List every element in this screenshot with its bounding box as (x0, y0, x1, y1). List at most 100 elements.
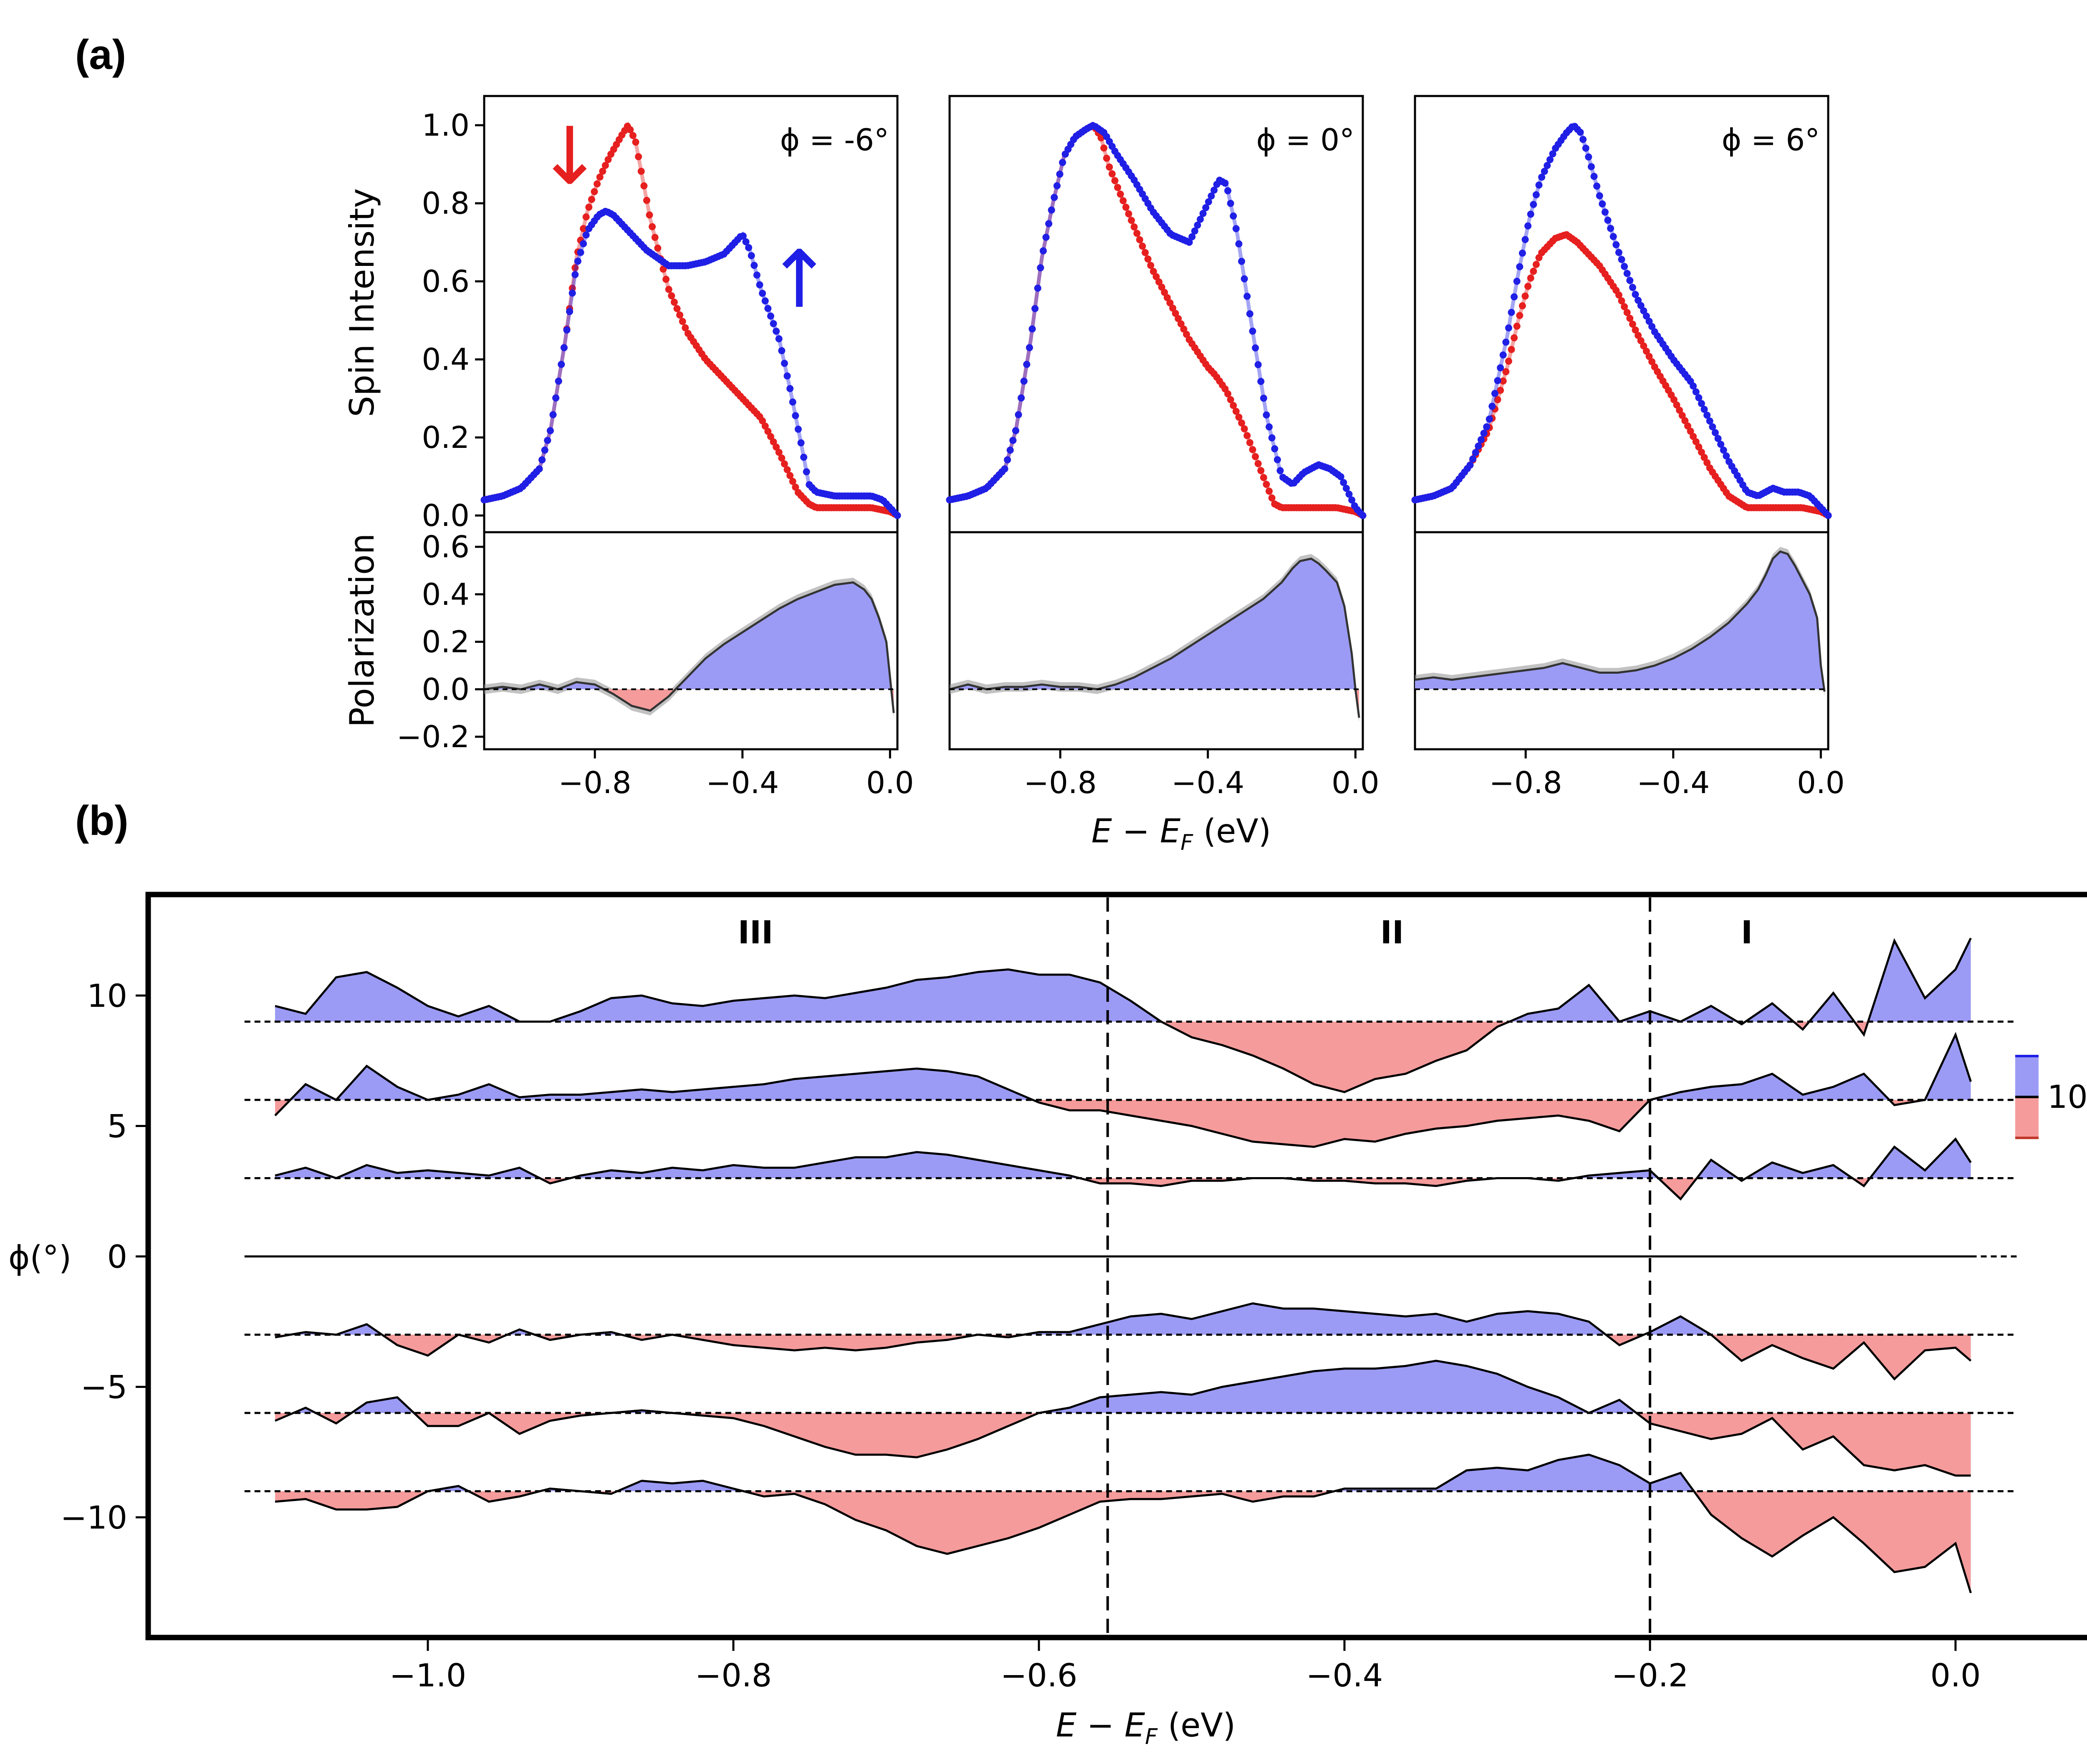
data-point (1037, 264, 1044, 271)
data-point (775, 335, 783, 343)
xlabel-main: E − E (1092, 813, 1181, 850)
data-point (739, 232, 747, 240)
data-point (1158, 283, 1165, 291)
data-point (1486, 415, 1493, 423)
data-point (789, 398, 796, 406)
panel-b-axes: −1.0 −0.8 −0.6 −0.4 −0.2 0.0 10 5 0 −5 −10 (61, 977, 1981, 1694)
data-point (1243, 432, 1251, 440)
data-point (1673, 401, 1680, 409)
data-point (1023, 361, 1031, 368)
data-point (582, 213, 590, 221)
data-point (536, 465, 543, 473)
data-point (1711, 429, 1719, 437)
data-point (1635, 296, 1642, 304)
data-point (1601, 208, 1609, 216)
data-point (1494, 377, 1501, 384)
data-point (651, 234, 659, 241)
data-point (1491, 390, 1498, 397)
data-point (753, 271, 761, 279)
polarization-positive-fill (484, 582, 894, 690)
data-point (1232, 407, 1240, 415)
data-point (1516, 263, 1524, 270)
data-point (585, 203, 593, 211)
polarization-line (484, 581, 895, 713)
data-point (1238, 258, 1246, 265)
data-point (1241, 425, 1248, 432)
data-point (775, 449, 783, 456)
data-point (1632, 291, 1639, 298)
data-point (1483, 423, 1491, 431)
data-point (1100, 144, 1108, 152)
scale-bar-label: 10% (2047, 1078, 2087, 1115)
data-point (1505, 324, 1512, 332)
spin-intensity-axes: 0.0 0.2 0.4 0.6 0.8 1.0 (422, 95, 901, 533)
data-point (1114, 184, 1122, 191)
data-point (1227, 396, 1234, 403)
data-point (1015, 411, 1022, 418)
data-point (1230, 212, 1237, 220)
subplot-phi-6: −0.8 −0.4 0.0 ϕ = 6° (1411, 95, 1845, 800)
data-point (745, 244, 753, 251)
data-point (1337, 473, 1344, 480)
data-point (1609, 233, 1617, 240)
data-point (1706, 417, 1713, 425)
region-label-III: III (738, 914, 773, 951)
y-tick-label: 0.2 (422, 624, 470, 660)
data-point (1006, 446, 1014, 454)
data-point (563, 326, 571, 334)
data-point (1676, 407, 1683, 414)
data-point (1163, 294, 1171, 301)
x-tick-label: −0.4 (1171, 765, 1244, 800)
data-point (1210, 187, 1218, 194)
data-point (604, 156, 612, 163)
data-point (1004, 456, 1011, 464)
data-point (1230, 402, 1237, 409)
data-point (1266, 488, 1273, 495)
data-point (580, 225, 587, 233)
data-point (1577, 129, 1584, 136)
data-point (1139, 243, 1146, 250)
data-point (1703, 412, 1711, 419)
data-point (1172, 310, 1179, 317)
x-tick-label: 0.0 (1797, 765, 1845, 800)
xlabel-unit: (eV) (1157, 1707, 1236, 1744)
data-point (1532, 261, 1540, 268)
data-point (1122, 204, 1129, 211)
trace-5 (244, 1360, 2017, 1477)
data-point (555, 377, 562, 385)
data-point (552, 394, 560, 402)
data-point (596, 173, 604, 181)
data-point (1532, 191, 1540, 199)
data-point (1593, 182, 1601, 190)
polarization-series (1415, 547, 1828, 697)
data-point (1263, 480, 1270, 488)
polarization-axes: −0.8 −0.4 0.0 (1414, 531, 1845, 800)
x-tick-label: 0.0 (1332, 765, 1380, 800)
data-point (1502, 368, 1510, 375)
data-point (761, 422, 769, 430)
data-point (637, 167, 645, 175)
data-point (781, 460, 788, 468)
data-point (1626, 315, 1634, 322)
data-point (668, 292, 675, 300)
trace-positive-fill (275, 1139, 1971, 1178)
y-tick-label: −10 (61, 1499, 127, 1536)
y-tick-label: 10 (87, 977, 127, 1014)
trace-4 (244, 1302, 2017, 1381)
data-point (1169, 304, 1177, 312)
data-point (1480, 430, 1488, 437)
data-point (1180, 325, 1188, 333)
data-point (1477, 436, 1485, 443)
y-tick-label: 1.0 (422, 108, 470, 143)
data-point (1505, 357, 1512, 365)
data-point (786, 472, 794, 479)
data-point (1108, 170, 1116, 177)
y-tick-label: 0.4 (422, 342, 470, 377)
data-point (1466, 461, 1474, 469)
x-tick-label: −1.0 (389, 1657, 467, 1694)
data-point (588, 196, 595, 203)
data-point (1692, 388, 1700, 396)
data-point (1266, 423, 1273, 431)
trace-positive-fill (275, 938, 1971, 1022)
